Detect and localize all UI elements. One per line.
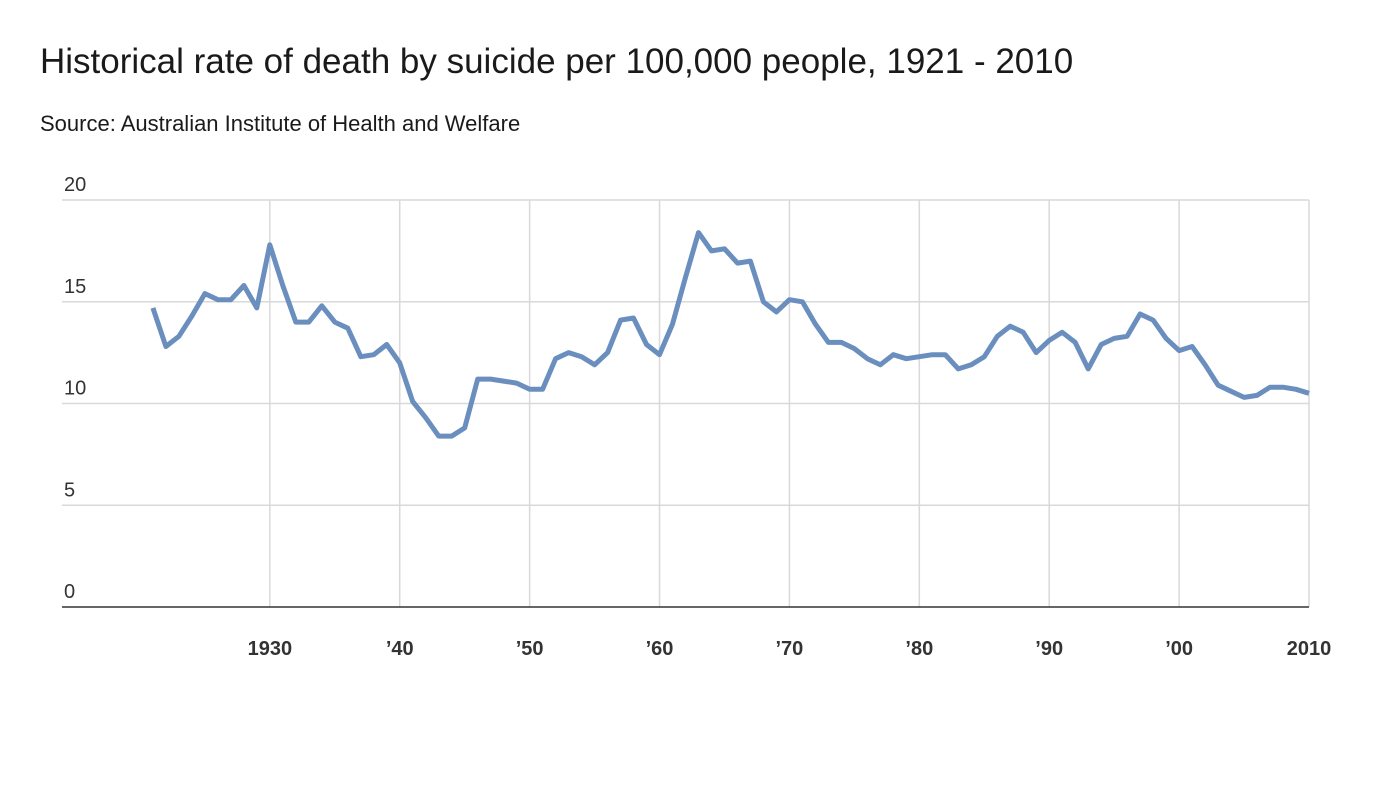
x-tick-label: ’70 (776, 638, 804, 660)
y-axis-ticks: 0 5 10 15 20 (64, 174, 86, 603)
x-axis-ticks: 1930 ’40 ’50 ’60 ’70 ’80 ’90 ’00 2010 (248, 638, 1332, 660)
x-tick-label: ’90 (1035, 638, 1063, 660)
x-tick-label: ’00 (1165, 638, 1193, 660)
x-tick-label: ’60 (646, 638, 674, 660)
series-line (150, 230, 1310, 439)
x-tick-label: ’40 (386, 638, 414, 660)
chart-subtitle: Source: Australian Institute of Health a… (40, 111, 521, 136)
x-tick-label: ’50 (516, 638, 544, 660)
x-tick-label: ’80 (905, 638, 933, 660)
series-group (150, 230, 1310, 439)
y-tick-label: 0 (64, 581, 75, 603)
grid-lines (62, 199, 1310, 608)
x-tick-label: 2010 (1287, 638, 1332, 660)
chart-title: Historical rate of death by suicide per … (40, 42, 1074, 81)
y-tick-label: 15 (64, 276, 86, 298)
y-tick-label: 10 (64, 378, 86, 400)
x-tick-label: 1930 (248, 638, 293, 660)
y-tick-label: 20 (64, 174, 86, 196)
y-tick-label: 5 (64, 479, 75, 501)
